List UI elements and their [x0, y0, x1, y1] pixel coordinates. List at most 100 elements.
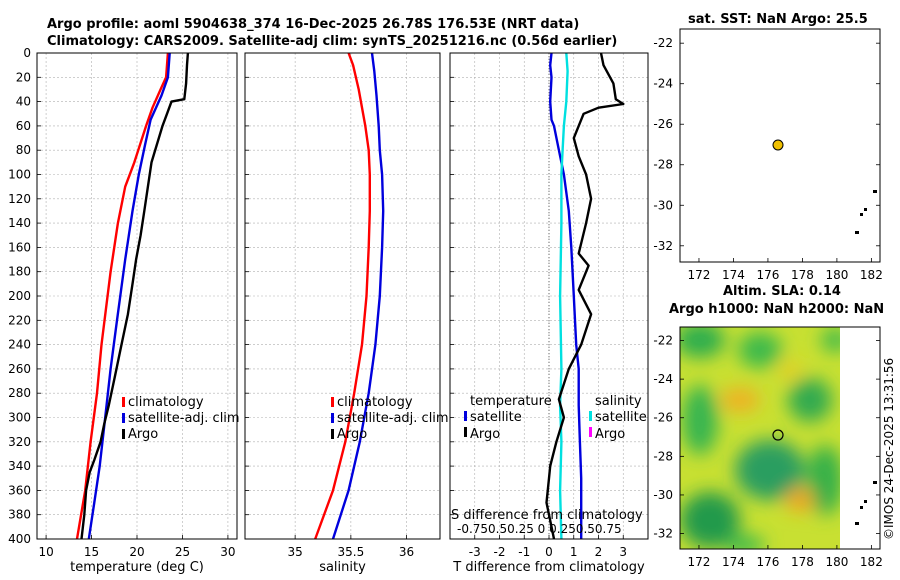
x-tick-label: -3 — [469, 545, 481, 559]
x-axis-label: temperature (deg C) — [70, 560, 204, 575]
y-tick-label: 260 — [8, 362, 31, 376]
y-tick-label: 140 — [8, 216, 31, 230]
x-tick-label: 0 — [545, 545, 553, 559]
y-tick-label: -22 — [653, 334, 673, 348]
x-tick-label: 182 — [860, 555, 883, 569]
y-tick-label: 240 — [8, 338, 31, 352]
y-tick-label: -28 — [653, 158, 673, 172]
s-difference-ticks: -0.750.50.25 0 0.250.50.75 — [457, 522, 622, 536]
legend-label: Argo — [128, 427, 158, 442]
y-tick-label: -32 — [653, 239, 673, 253]
temperature-panel: 0 20 40 60 80 100 120 140 160 180 200 220 240 260 280 3… — [8, 46, 238, 575]
salinity-legend: climatology satellite-adj. clim Argo — [331, 395, 449, 442]
x-tick-label: 178 — [791, 268, 814, 282]
sst-map-title: sat. SST: NaN Argo: 25.5 — [688, 12, 868, 27]
plot-frame — [244, 52, 441, 540]
x-tick-label: 35.5 — [337, 545, 364, 559]
legend-label: satellite-adj. clim — [128, 411, 240, 426]
legend-title-salinity: salinity — [595, 394, 642, 409]
figure-title-line2: Climatology: CARS2009. Satellite-adj cli… — [47, 34, 617, 49]
y-tick-label: 180 — [8, 265, 31, 279]
y-tick-label: -24 — [653, 77, 673, 91]
plot-frame — [449, 52, 649, 540]
series-line-t-argo — [545, 52, 625, 540]
legend-swatch-satellite — [122, 413, 125, 423]
series-line-argo — [80, 52, 190, 540]
sla-map-ticks: 172 174 176 178 180 182 -22 -24 -26 -28 -30 -32 — [653, 334, 882, 569]
difference-legend: temperature satellite Argo salinity sate… — [464, 394, 647, 442]
x-tick-label: -1 — [518, 545, 530, 559]
sla-field — [680, 327, 840, 549]
y-tick-label: -30 — [653, 198, 673, 212]
sst-map-panel: sat. SST: NaN Argo: 25.5 172 174 176 178 180… — [653, 12, 882, 282]
temperature-legend: climatology satellite-adj. clim Argo — [122, 395, 240, 442]
difference-panel: -3 -2 -1 0 1 2 3T difference from climatology — [449, 52, 649, 575]
x-tick-label: 3 — [619, 545, 627, 559]
series-line-climatology — [75, 52, 170, 540]
series-line-t-satellite — [549, 52, 583, 539]
legend-label: satellite — [470, 410, 522, 425]
legend-label: Argo — [337, 427, 367, 442]
legend-swatch-climatology — [331, 397, 334, 407]
footer-stamp: ©IMOS 24-Dec-2025 13:31:56 — [882, 358, 896, 540]
legend-swatch-climatology — [122, 397, 125, 407]
island-icon — [855, 481, 877, 525]
y-tick-label: -30 — [653, 488, 673, 502]
salinity-panel: 35 35.5 36 salinity — [244, 52, 441, 575]
s-difference-label: S difference from climatology — [451, 508, 643, 523]
y-tick-label: 300 — [8, 411, 31, 425]
x-tick-label: 176 — [756, 555, 779, 569]
legend-label: Argo — [470, 427, 500, 442]
figure-title-line1: Argo profile: aoml 5904638_374 16-Dec-20… — [47, 17, 579, 32]
y-tick-label: -32 — [653, 527, 673, 541]
legend-swatch-s-argo — [589, 427, 592, 437]
x-axis-label: salinity — [319, 560, 366, 575]
y-tick-label: 0 — [23, 46, 31, 60]
x-tick-label: 1 — [570, 545, 578, 559]
legend-label: climatology — [337, 395, 413, 410]
x-tick-label: 178 — [791, 555, 814, 569]
legend-swatch-argo — [331, 429, 334, 439]
x-tick-label: 10 — [38, 545, 53, 559]
y-tick-label: 20 — [16, 70, 31, 84]
sla-map-title-line1: Altim. SLA: 0.14 — [723, 284, 841, 299]
x-tick-label: 174 — [722, 555, 745, 569]
y-tick-label: 200 — [8, 289, 31, 303]
series-line-satellite-adj-clim — [331, 52, 385, 540]
legend-swatch-argo — [122, 429, 125, 439]
y-tick-label: -26 — [653, 411, 673, 425]
y-tick-label: 400 — [8, 532, 31, 546]
island-icon — [855, 190, 877, 234]
legend-swatch-s-satellite — [589, 411, 592, 421]
series-line-satellite-adj-clim — [87, 52, 171, 540]
legend-swatch-t-satellite — [464, 411, 467, 421]
y-tick-label: -22 — [653, 36, 673, 50]
sla-map-panel: Altim. SLA: 0.14 Argo h1000: NaN h2000: … — [653, 284, 884, 569]
x-tick-label: 35 — [288, 545, 303, 559]
plot-frame — [36, 52, 238, 540]
y-tick-label: 120 — [8, 192, 31, 206]
series-line-t-salinity-satellite — [558, 52, 569, 540]
sst-map-ticks: 172 174 176 178 180 182 -22 -24 -26 -28 -30 -32 — [653, 36, 882, 282]
x-tick-label: 20 — [129, 545, 144, 559]
y-tick-label: 60 — [16, 119, 31, 133]
series-line-climatology — [314, 52, 371, 540]
y-tick-label: 80 — [16, 143, 31, 157]
x-tick-label: 180 — [825, 268, 848, 282]
y-tick-label: -28 — [653, 449, 673, 463]
y-tick-label: 220 — [8, 313, 31, 327]
legend-swatch-satellite — [331, 413, 334, 423]
y-tick-label: 320 — [8, 435, 31, 449]
sla-map-title-line2: Argo h1000: NaN h2000: NaN — [669, 302, 884, 317]
y-tick-label: 380 — [8, 508, 31, 522]
x-tick-label: 182 — [860, 268, 883, 282]
x-tick-label: 172 — [688, 268, 711, 282]
x-tick-label: 36 — [399, 545, 414, 559]
x-tick-label: -2 — [494, 545, 506, 559]
y-tick-label: -26 — [653, 117, 673, 131]
y-tick-label: 340 — [8, 459, 31, 473]
legend-label: Argo — [595, 427, 625, 442]
x-tick-label: 176 — [756, 268, 779, 282]
x-tick-label: 2 — [595, 545, 603, 559]
